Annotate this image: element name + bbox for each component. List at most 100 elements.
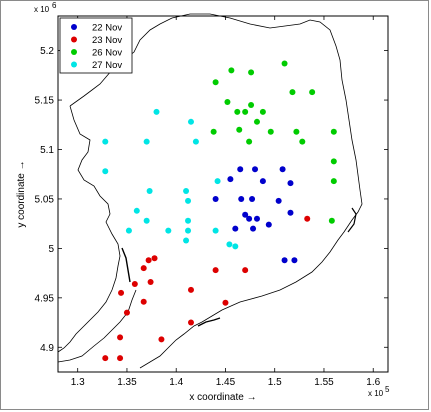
data-point <box>187 286 194 293</box>
data-point <box>328 217 335 224</box>
data-point <box>183 237 190 244</box>
y-tick-label: 4.9 <box>40 343 54 354</box>
data-point <box>214 178 221 185</box>
data-point <box>133 207 140 214</box>
data-point <box>265 221 272 228</box>
x-tick-label: 1.6 <box>366 377 380 388</box>
data-point <box>187 319 194 326</box>
y-tick-label: 5 <box>48 244 54 255</box>
series-1 <box>102 215 311 362</box>
data-points <box>102 60 337 362</box>
legend-label: 26 Nov <box>92 48 122 59</box>
x-tick-label: 1.5 <box>268 377 282 388</box>
y-axis-label: y coordinate → <box>16 160 27 227</box>
data-point <box>226 241 233 248</box>
x-tick-label: 1.4 <box>169 377 183 388</box>
data-point <box>143 217 150 224</box>
data-point <box>183 188 190 195</box>
inlet-east <box>347 207 357 233</box>
data-point <box>192 138 199 145</box>
data-point <box>250 225 257 232</box>
data-point <box>330 128 337 135</box>
data-point <box>252 166 259 173</box>
data-point <box>287 180 294 187</box>
y-tick-label: 5.15 <box>35 96 55 107</box>
data-point <box>165 227 172 234</box>
data-point <box>185 217 192 224</box>
data-point <box>146 188 153 195</box>
data-point <box>153 108 160 115</box>
shoreline-east <box>69 13 363 369</box>
data-point <box>242 267 249 274</box>
data-point <box>248 69 255 76</box>
data-point <box>304 215 311 222</box>
legend-marker <box>71 36 77 43</box>
legend-label: 23 Nov <box>92 35 122 46</box>
axes: 1.3 1.35 1.4 1.45 1.5 1.55 1.64.94.9555.055.15… <box>16 1 390 403</box>
data-point <box>289 89 296 96</box>
data-point <box>210 128 217 135</box>
data-point <box>212 227 219 234</box>
x-exponent-label: x 10 <box>368 389 384 398</box>
data-point <box>117 334 124 341</box>
data-point <box>224 99 231 106</box>
data-point <box>330 158 337 165</box>
data-point <box>118 289 125 296</box>
data-point <box>147 279 154 286</box>
data-point <box>238 195 245 202</box>
data-point <box>242 211 249 218</box>
data-point <box>187 118 194 125</box>
x-tick-label: 1.35 <box>117 377 137 388</box>
data-point <box>117 355 124 362</box>
coastline-map <box>57 13 363 369</box>
x-tick-label: 1.45 <box>216 377 236 388</box>
data-point <box>102 138 109 145</box>
data-point <box>275 197 282 204</box>
y-tick-label: 4.95 <box>35 293 55 304</box>
y-tick-label: 5.05 <box>35 194 55 205</box>
data-point <box>248 102 255 108</box>
data-point <box>212 267 219 274</box>
data-point <box>232 243 239 250</box>
legend-marker <box>71 49 77 55</box>
data-point <box>293 128 300 135</box>
x-tick-label: 1.3 <box>71 377 85 388</box>
data-point <box>185 197 192 204</box>
x-tick-label: 1.55 <box>314 377 334 388</box>
data-point <box>330 178 337 185</box>
data-point <box>232 225 239 232</box>
plot-box <box>57 15 389 373</box>
data-point <box>228 67 235 74</box>
data-point <box>151 255 158 262</box>
data-point <box>123 309 130 316</box>
data-point <box>237 166 244 173</box>
data-point <box>281 60 288 67</box>
data-point <box>253 215 260 222</box>
data-point <box>236 126 243 133</box>
pier-south <box>197 317 221 327</box>
data-point <box>242 108 249 115</box>
data-point <box>259 108 266 115</box>
data-point <box>227 176 234 183</box>
data-point <box>234 108 241 115</box>
data-point <box>102 355 109 362</box>
data-point <box>249 195 256 202</box>
data-point <box>253 118 260 125</box>
series-2 <box>210 60 337 224</box>
y-exponent-power: 6 <box>52 1 57 10</box>
data-point <box>267 128 274 135</box>
data-point <box>299 138 306 145</box>
y-tick-label: 5.1 <box>40 145 54 156</box>
data-point <box>143 138 150 145</box>
data-point <box>131 280 138 287</box>
data-point <box>281 257 288 264</box>
data-point <box>140 298 147 305</box>
data-point <box>279 166 286 173</box>
data-point <box>287 209 294 216</box>
x-exponent-power: 5 <box>385 385 390 394</box>
shoreline-southwest <box>57 289 137 363</box>
data-point <box>222 299 229 306</box>
legend-marker <box>71 61 77 68</box>
